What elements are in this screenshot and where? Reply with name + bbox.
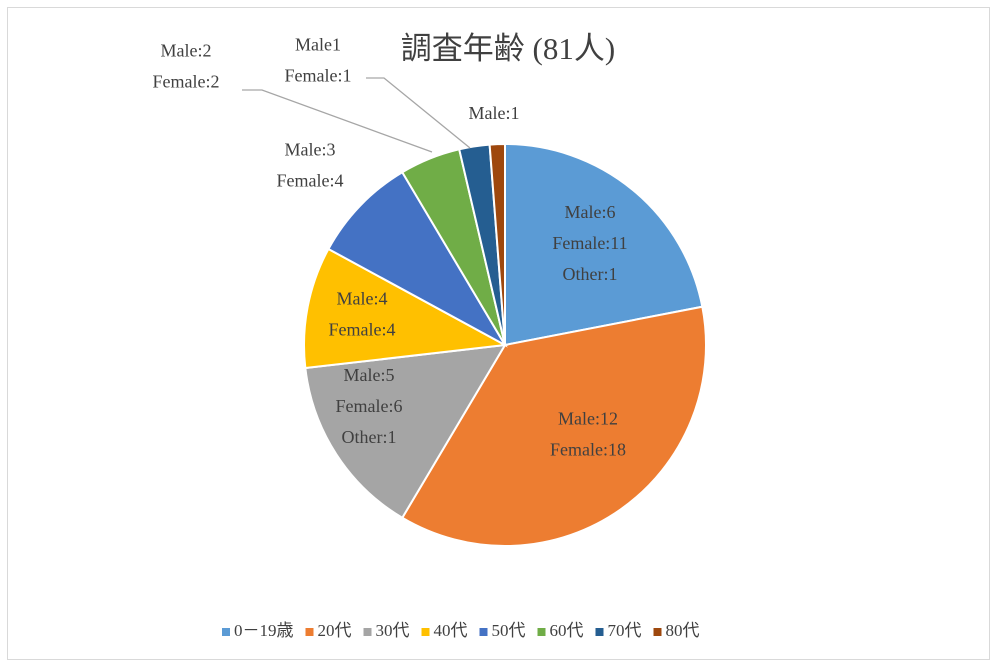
data-label: Male:1 xyxy=(469,103,520,123)
data-label: Male1 xyxy=(295,35,341,55)
data-label: Male:2 xyxy=(161,41,212,61)
legend-swatch xyxy=(595,628,604,636)
legend-label: 50代 xyxy=(492,621,526,640)
legend-swatch xyxy=(363,628,372,636)
data-label: Male:3 xyxy=(285,140,336,160)
legend-label: 0－19歳 xyxy=(234,621,294,640)
legend-swatch xyxy=(653,628,662,636)
data-label: Female:2 xyxy=(153,72,220,92)
pie-slice xyxy=(303,247,509,370)
data-label: Female:11 xyxy=(552,233,627,253)
pie-slice xyxy=(327,170,508,348)
data-label: Female:6 xyxy=(336,396,403,416)
pie-slice xyxy=(488,142,506,346)
data-label: Female:4 xyxy=(277,171,344,191)
legend-label: 70代 xyxy=(608,621,642,640)
legend-swatch xyxy=(537,628,546,636)
legend-label: 80代 xyxy=(666,621,700,640)
legend-swatch xyxy=(305,628,314,636)
legend-swatch xyxy=(421,628,430,636)
data-label: Female:1 xyxy=(285,66,352,86)
legend-label: 20代 xyxy=(318,621,352,640)
chart-title: 調査年齢 (81人) xyxy=(401,31,615,66)
data-label: Female:4 xyxy=(329,320,396,340)
data-label: Male:4 xyxy=(337,289,388,309)
data-label: Other:1 xyxy=(563,264,618,284)
leader-line xyxy=(242,89,433,153)
data-label: Other:1 xyxy=(342,427,397,447)
pie-slice xyxy=(304,343,507,520)
pie-slice xyxy=(400,305,707,547)
legend-label: 30代 xyxy=(376,621,410,640)
data-label: Male:12 xyxy=(558,409,618,429)
legend-label: 60代 xyxy=(550,621,584,640)
data-label: Male:5 xyxy=(344,365,395,385)
leader-line xyxy=(366,77,471,149)
legend-swatch xyxy=(222,628,230,636)
data-label: Female:18 xyxy=(550,440,626,460)
legend-swatch xyxy=(479,628,488,636)
legend-label: 40代 xyxy=(434,621,468,640)
data-label: Male:6 xyxy=(565,202,616,222)
pie-slice xyxy=(504,142,704,347)
